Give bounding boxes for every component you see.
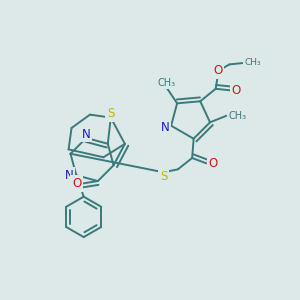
Text: O: O [72, 177, 81, 190]
Text: S: S [107, 107, 115, 120]
Text: N: N [82, 128, 91, 141]
Text: N: N [64, 169, 73, 182]
Text: O: O [232, 84, 241, 97]
Text: O: O [213, 64, 223, 77]
Text: S: S [160, 170, 167, 183]
Text: CH₃: CH₃ [158, 77, 176, 88]
Text: N: N [160, 121, 169, 134]
Text: O: O [208, 157, 218, 170]
Text: CH₃: CH₃ [244, 58, 261, 68]
Text: H: H [159, 119, 168, 132]
Text: CH₃: CH₃ [229, 111, 247, 121]
